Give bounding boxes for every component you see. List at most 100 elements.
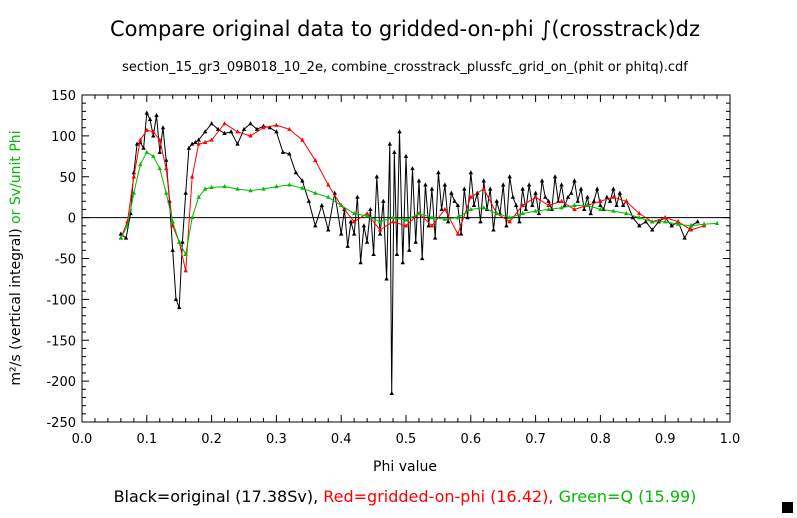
data-point-black <box>501 182 506 187</box>
series-layer <box>118 110 720 395</box>
data-point-red <box>429 223 435 228</box>
data-point-black <box>598 202 603 207</box>
x-tick-label: 0.1 <box>136 432 157 447</box>
y-axis-label-black: m²/s (vertical integral) <box>8 228 24 385</box>
data-point-black <box>426 223 431 228</box>
data-point-red <box>157 137 162 142</box>
data-point-black <box>416 178 422 183</box>
data-point-red <box>377 227 383 232</box>
x-tick-label: 0.6 <box>460 432 481 447</box>
data-point-black <box>481 178 486 183</box>
data-point-black <box>429 186 435 191</box>
data-point-black <box>154 112 159 118</box>
data-point-black <box>364 239 370 244</box>
data-point-black <box>144 110 149 115</box>
data-point-black <box>458 231 464 236</box>
legend-red: Red=gridded-on-phi (16.42), <box>323 487 558 506</box>
data-point-black <box>193 139 198 145</box>
data-point-red <box>559 198 564 203</box>
legend-green: Green=Q (15.99) <box>559 487 697 506</box>
data-point-green <box>364 213 370 218</box>
x-tick-label: 0.2 <box>201 432 222 447</box>
data-point-green <box>494 211 499 216</box>
data-point-black <box>170 247 175 252</box>
data-point-black <box>410 166 415 171</box>
data-point-black <box>254 126 260 131</box>
data-point-black <box>394 251 400 257</box>
data-point-black <box>368 206 373 212</box>
data-point-green <box>177 239 182 244</box>
data-point-green <box>351 211 357 216</box>
data-point-black <box>591 198 597 203</box>
data-point-black <box>228 129 234 134</box>
data-point-black <box>151 133 156 138</box>
data-point-black <box>248 121 253 126</box>
data-point-black <box>536 211 542 216</box>
data-point-green <box>675 221 681 226</box>
chart-subtitle: section_15_gr3_09B018_10_2e, combine_cro… <box>122 60 688 75</box>
data-point-black <box>274 129 279 134</box>
data-point-red <box>209 137 214 142</box>
data-point-green <box>455 215 461 220</box>
data-point-green <box>585 202 590 207</box>
data-point-red <box>164 166 169 171</box>
y-axis-label-green: Sv/unit Phi <box>8 130 24 205</box>
y-tick-label: -250 <box>46 416 76 431</box>
y-tick-label: 100 <box>51 130 76 145</box>
data-point-green <box>559 205 564 210</box>
data-point-black <box>306 198 311 203</box>
data-point-black <box>504 223 509 228</box>
data-point-black <box>403 153 409 158</box>
chart-title: Compare original data to gridded-on-phi … <box>110 17 700 41</box>
footer-legend: Black=original (17.38Sv), Red=gridded-on… <box>114 487 697 506</box>
data-point-black <box>235 141 240 146</box>
data-point-black <box>123 235 129 240</box>
data-point-black <box>491 227 496 232</box>
data-point-black <box>650 227 655 232</box>
data-point-black <box>614 202 619 207</box>
y-tick-label: 50 <box>59 171 76 186</box>
data-point-black <box>575 198 580 203</box>
data-point-green <box>164 190 169 195</box>
data-point-green <box>157 166 162 171</box>
data-point-green <box>598 206 603 212</box>
data-point-black <box>355 194 360 199</box>
data-point-green <box>189 215 195 220</box>
data-point-red <box>688 227 694 232</box>
data-point-black <box>510 194 516 199</box>
data-point-black <box>578 186 584 191</box>
data-point-black <box>607 198 613 203</box>
data-point-green <box>274 184 279 189</box>
data-point-green <box>326 194 331 199</box>
x-tick-label: 0.4 <box>331 432 352 447</box>
data-point-red <box>390 219 396 224</box>
data-point-red <box>481 186 486 191</box>
data-point-red <box>235 129 240 134</box>
data-point-black <box>695 219 700 224</box>
data-point-red <box>598 198 603 203</box>
data-point-red <box>222 121 227 126</box>
data-point-black <box>565 194 571 199</box>
data-point-red <box>196 141 201 146</box>
data-point-green <box>714 220 720 225</box>
data-point-black <box>392 149 397 154</box>
data-point-black <box>358 260 363 265</box>
data-point-green <box>403 217 409 222</box>
data-point-red <box>455 231 461 236</box>
data-point-black <box>164 157 169 162</box>
data-point-green <box>688 223 694 228</box>
data-point-red <box>151 129 156 134</box>
data-point-green <box>248 188 253 193</box>
data-point-black <box>389 390 394 395</box>
data-point-green <box>131 190 137 195</box>
data-point-black <box>520 186 525 191</box>
data-point-black <box>267 125 273 130</box>
data-point-green <box>533 208 538 213</box>
data-point-black <box>442 182 448 187</box>
data-point-red <box>313 157 318 162</box>
y-tick-label: 0 <box>68 212 76 227</box>
data-point-green <box>507 215 512 220</box>
data-point-red <box>675 219 681 224</box>
data-point-green <box>138 161 143 167</box>
x-tick-label: 1.0 <box>720 432 741 447</box>
